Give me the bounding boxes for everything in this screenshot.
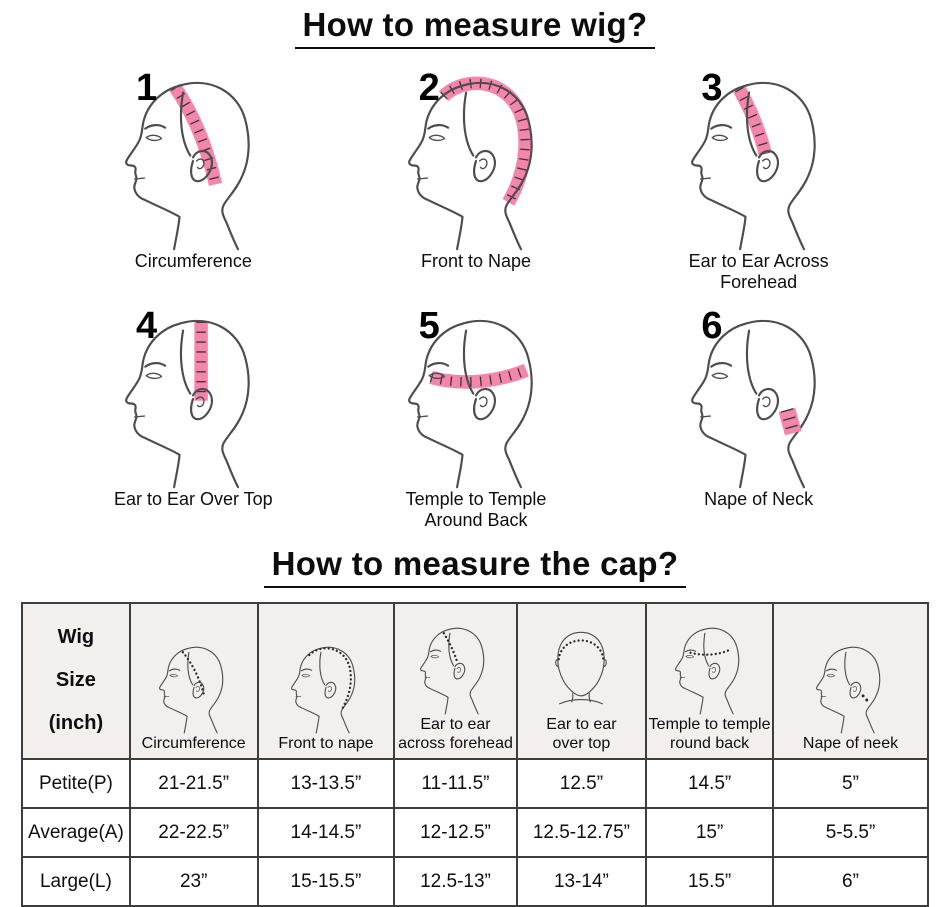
size-cell: 13-14”: [515, 856, 648, 907]
size-cell: 12.5”: [515, 758, 648, 809]
size-cell: 6”: [772, 856, 929, 907]
size-cell: 15”: [645, 807, 775, 858]
circumference-dotted-head-icon: [158, 646, 223, 734]
size-cell: 12.5-13”: [393, 856, 518, 907]
temple-dotted-head-icon: [674, 627, 739, 715]
corner-header-wig-size: Wig Size (inch): [21, 602, 131, 760]
across-forehead-dotted-head-icon: [420, 627, 485, 715]
front-to-nape-dotted-head-icon: [290, 646, 356, 734]
size-cell: 14.5”: [645, 758, 775, 809]
measure-figures-grid: 1 Circumference 2 Front to Nape 3: [52, 55, 900, 530]
figure-number: 2: [418, 67, 440, 109]
figure-number: 1: [136, 67, 158, 109]
figure-ear-to-ear-over-top: 4 Ear to Ear Over Top: [92, 305, 295, 513]
col-label: Ear to ear over top: [546, 716, 617, 752]
size-cell: 23”: [128, 856, 259, 907]
size-cell: 13-13.5”: [256, 758, 396, 809]
row-label: Petite(P): [21, 758, 131, 809]
table-row-petite: Petite(P) 21-21.5” 13-13.5” 11-11.5” 12.…: [21, 758, 929, 809]
head-profile-across-forehead-illustration: [690, 81, 816, 251]
col-header-front-to-nape: Front to nape: [256, 602, 396, 760]
size-cell: 22-22.5”: [128, 807, 259, 858]
figure-caption: Nape of Neck: [704, 489, 814, 509]
col-label: Front to nape: [278, 734, 374, 752]
figure-caption: Ear to Ear Over Top: [113, 489, 273, 509]
tape-front-to-nape: [438, 76, 532, 206]
col-label: Ear to ear across forehead: [398, 716, 513, 752]
figure-caption: Front to Nape: [420, 251, 532, 271]
figure-temple-to-temple: 5 Temple to Temple Around Back: [375, 305, 578, 530]
over-top-dotted-front-head-icon: [555, 631, 608, 705]
tape-across-forehead: [732, 85, 772, 156]
row-label: Large(L): [21, 856, 131, 907]
size-cell: 15-15.5”: [256, 856, 396, 907]
size-cell: 11-11.5”: [393, 758, 518, 809]
figure-circumference: 1 Circumference: [92, 67, 295, 275]
col-header-ear-across-forehead: Ear to ear across forehead: [393, 602, 518, 760]
size-cell: 15.5”: [645, 856, 775, 907]
col-label: Nape of neek: [802, 734, 899, 752]
header-row: Wig Size (inch) Circumference Front to n…: [21, 602, 929, 760]
figure-caption: Ear to Ear Across Forehead: [688, 251, 829, 292]
figure-number: 5: [418, 305, 440, 347]
figure-number: 3: [701, 67, 723, 109]
col-header-nape-of-neck: Nape of neek: [772, 602, 929, 760]
size-cell: 12.5-12.75”: [515, 807, 648, 858]
figure-number: 4: [136, 305, 158, 347]
tape-nape-patch: [778, 407, 802, 436]
col-label: Temple to temple round back: [648, 716, 771, 752]
wig-title-row: How to measure wig?: [0, 6, 950, 49]
wig-title: How to measure wig?: [294, 6, 656, 49]
col-header-circumference: Circumference: [128, 602, 259, 760]
figure-front-to-nape: 2 Front to Nape: [375, 67, 578, 275]
tape-temple-around-back: [429, 363, 529, 389]
table-row-average: Average(A) 22-22.5” 14-14.5” 12-12.5” 12…: [21, 807, 929, 858]
cap-title: How to measure the cap?: [263, 545, 687, 588]
cap-title-row: How to measure the cap?: [0, 545, 950, 588]
head-profile-temple-illustration: [408, 319, 533, 489]
head-profile-front-to-nape-illustration: [408, 76, 533, 251]
size-cell: 14-14.5”: [256, 807, 396, 858]
head-profile-over-top-illustration: [125, 319, 251, 489]
table-row-large: Large(L) 23” 15-15.5” 12.5-13” 13-14” 15…: [21, 856, 929, 907]
figure-nape-of-neck: 6 Nape of Neck: [657, 305, 860, 513]
size-cell: 12-12.5”: [393, 807, 518, 858]
col-label: Circumference: [141, 734, 246, 752]
figure-caption: Temple to Temple Around Back: [405, 489, 547, 530]
col-header-temple-round-back: Temple to temple round back: [645, 602, 775, 760]
wig-size-table: Wig Size (inch) Circumference Front to n…: [21, 602, 929, 907]
col-header-ear-over-top: Ear to ear over top: [515, 602, 648, 760]
head-profile-circumference-illustration: [125, 81, 251, 251]
size-cell: 21-21.5”: [128, 758, 259, 809]
row-label: Average(A): [21, 807, 131, 858]
size-cell: 5”: [772, 758, 929, 809]
head-profile-nape-illustration: [690, 319, 816, 489]
nape-dotted-head-icon: [815, 646, 880, 734]
figure-number: 6: [701, 305, 723, 347]
tape-circumference: [169, 83, 223, 186]
size-cell: 5-5.5”: [772, 807, 929, 858]
figure-caption: Circumference: [134, 251, 252, 271]
figure-ear-to-ear-across-forehead: 3 Ear to Ear Across Forehead: [657, 67, 860, 292]
